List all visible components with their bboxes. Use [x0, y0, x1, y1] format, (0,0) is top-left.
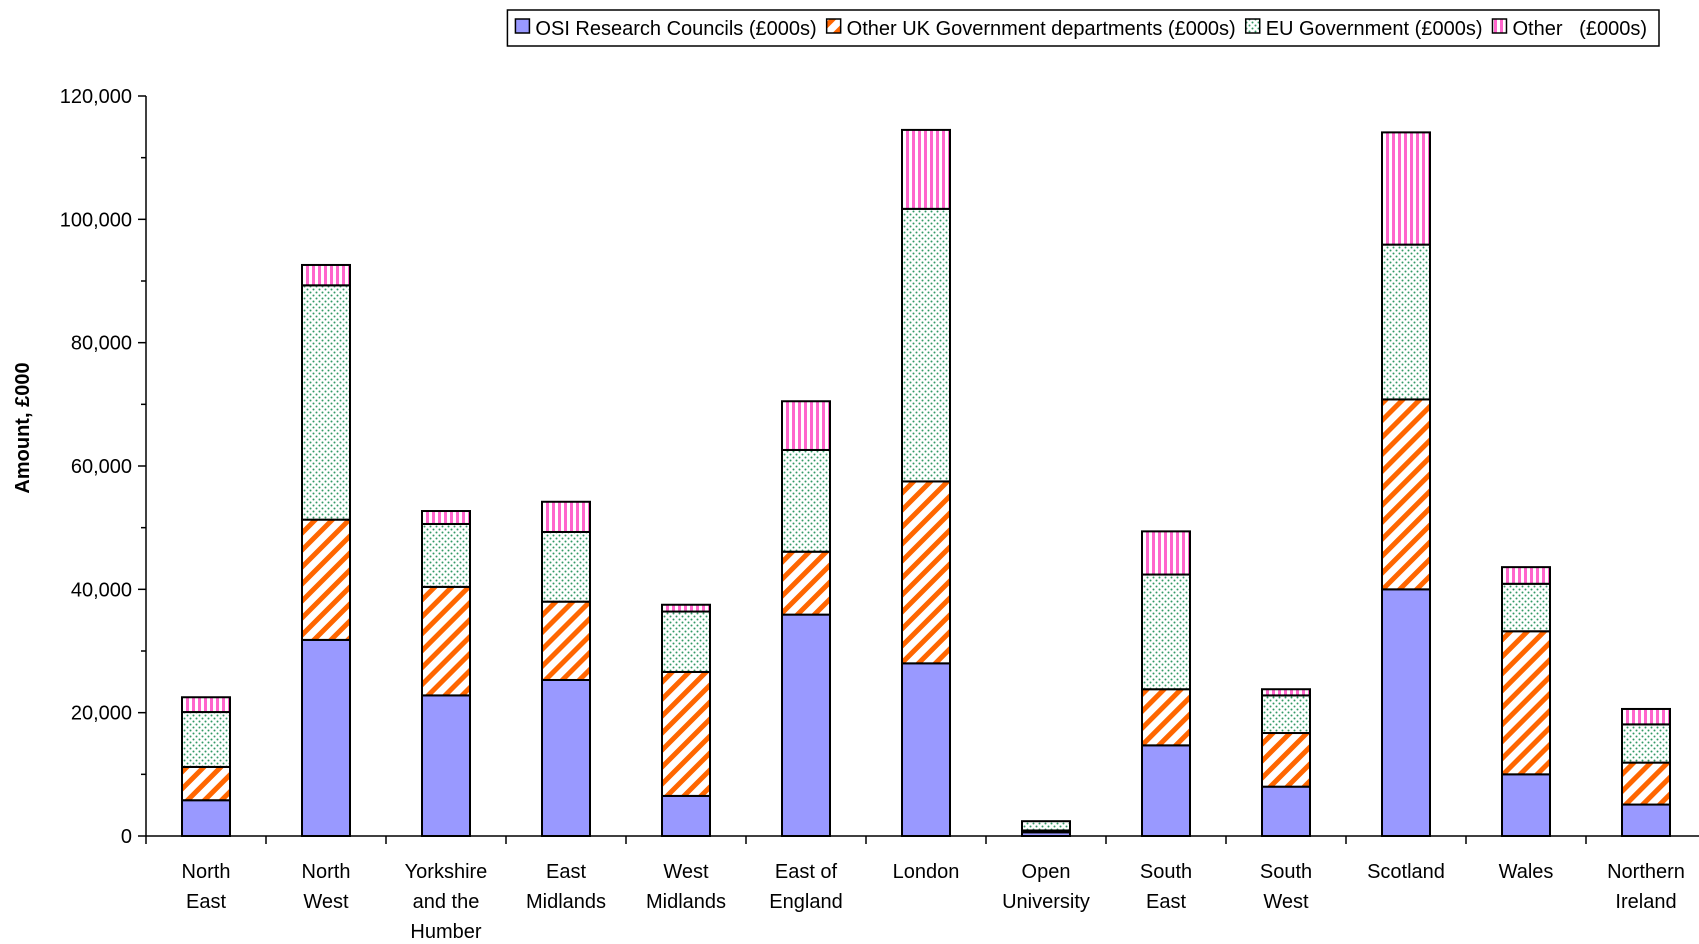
- x-category-label: Wales: [1499, 861, 1554, 883]
- y-tick-label: 80,000: [71, 333, 132, 355]
- y-tick-label: 100,000: [60, 209, 132, 231]
- x-category-label: East of England: [769, 861, 842, 913]
- bar-3-4: [661, 603, 711, 613]
- bar-2-12: [1621, 723, 1671, 764]
- bar-1-8: [1141, 688, 1191, 747]
- legend-label-2: EU Government (£000s): [1266, 18, 1483, 40]
- bar-2-7: [1021, 820, 1071, 832]
- bar-1-1: [301, 518, 351, 641]
- bar-0-1: [301, 638, 351, 838]
- bar-1-11: [1501, 630, 1551, 776]
- bars: [181, 128, 1671, 838]
- legend-label-0: OSI Research Councils (£000s): [535, 18, 816, 40]
- bar-0-12: [1621, 803, 1671, 837]
- legend-swatch-0: [514, 18, 531, 34]
- bar-0-3: [541, 678, 591, 837]
- legend-label-1: Other UK Government departments (£000s): [847, 18, 1236, 40]
- legend-frame: [506, 9, 1660, 47]
- bar-2-1: [301, 284, 351, 521]
- bar-3-3: [541, 500, 591, 533]
- y-tick-label: 0: [121, 826, 132, 848]
- bar-0-2: [421, 694, 471, 838]
- bar-1-3: [541, 600, 591, 681]
- bar-0-4: [661, 794, 711, 838]
- bar-1-9: [1261, 732, 1311, 788]
- bar-3-12: [1621, 707, 1671, 726]
- legend-swatch-1: [825, 18, 842, 34]
- bar-1-5: [781, 550, 831, 616]
- bar-0-5: [781, 613, 831, 837]
- bar-3-8: [1141, 530, 1191, 576]
- x-category-label: North West: [302, 861, 351, 913]
- bar-1-6: [901, 480, 951, 665]
- x-axis: North East North West Yorkshire and the Humber…: [145, 835, 1699, 943]
- y-tick-label: 120,000: [60, 86, 132, 108]
- y-tick-label: 40,000: [71, 579, 132, 601]
- bar-3-0: [181, 696, 231, 714]
- x-category-label: North East: [182, 861, 231, 913]
- bar-0-9: [1261, 785, 1311, 838]
- x-category-label: South West: [1260, 861, 1312, 913]
- bar-0-6: [901, 662, 951, 837]
- bar-0-8: [1141, 744, 1191, 837]
- y-axis: 0 20,000 40,000 60,000 80,000 100,000 120,000: [60, 86, 147, 848]
- bar-2-8: [1141, 573, 1191, 691]
- legend-swatch-3: [1491, 18, 1508, 34]
- y-tick-label: 60,000: [71, 456, 132, 478]
- x-category-label: East Midlands: [526, 861, 606, 913]
- x-category-label: London: [893, 861, 960, 883]
- bar-2-3: [541, 530, 591, 603]
- bar-2-11: [1501, 582, 1551, 633]
- bar-0-0: [181, 799, 231, 838]
- bar-3-2: [421, 510, 471, 525]
- bar-1-10: [1381, 398, 1431, 591]
- bar-2-4: [661, 610, 711, 673]
- x-category-label: West Midlands: [646, 861, 726, 913]
- x-category-label: South East: [1140, 861, 1192, 913]
- y-axis-title: Amount, £000: [12, 362, 34, 493]
- bar-3-6: [901, 128, 951, 210]
- bar-1-4: [661, 670, 711, 797]
- bar-2-10: [1381, 243, 1431, 401]
- bar-2-0: [181, 711, 231, 768]
- bar-2-2: [421, 522, 471, 588]
- legend-swatch-2: [1244, 18, 1261, 34]
- legend-label-3: Other (£000s): [1512, 18, 1647, 40]
- x-category-label: Northern Ireland: [1607, 861, 1685, 913]
- bar-2-9: [1261, 694, 1311, 735]
- bar-1-12: [1621, 761, 1671, 806]
- bar-0-10: [1381, 588, 1431, 837]
- bar-3-9: [1261, 688, 1311, 697]
- x-category-label: Open University: [1002, 861, 1090, 913]
- y-tick-label: 20,000: [71, 703, 132, 725]
- bar-3-1: [301, 263, 351, 287]
- bar-2-5: [781, 448, 831, 553]
- bar-2-6: [901, 207, 951, 483]
- bar-3-11: [1501, 566, 1551, 585]
- bar-1-2: [421, 585, 471, 697]
- bar-3-5: [781, 400, 831, 451]
- bar-0-11: [1501, 773, 1551, 837]
- bar-3-10: [1381, 131, 1431, 246]
- x-category-label: Scotland: [1367, 861, 1445, 883]
- x-category-label: Yorkshire and the Humber: [405, 861, 488, 943]
- legend: OSI Research Councils (£000s) Other UK Go…: [506, 9, 1660, 47]
- bar-1-0: [181, 765, 231, 802]
